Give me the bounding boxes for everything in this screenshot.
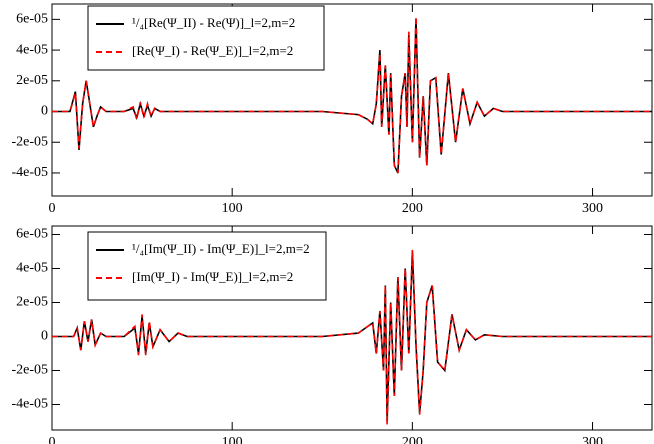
legend-box [87,231,327,301]
plot-frame [51,3,653,197]
series-line [52,16,652,174]
y-tick-label: -4e-05 [11,397,48,412]
plot-frame [51,225,653,431]
legend-text: ¹/₄[Re(Ψ_II) - Re(Ψ)]_l=2,m=2 [132,15,295,30]
x-tick-label: 300 [582,435,603,444]
x-tick-label: 200 [402,435,423,444]
x-tick-label: 300 [582,201,603,216]
x-tick-label: 100 [222,435,243,444]
legend-text: [Im(Ψ_I) - Im(Ψ_E)]_l=2,m=2 [132,269,293,284]
y-tick-label: 0 [41,104,48,119]
x-tick-label: 0 [49,435,56,444]
legend-box [87,5,325,71]
y-tick-label: 4e-05 [16,261,48,276]
y-tick-label: 2e-05 [16,73,48,88]
y-tick-label: 2e-05 [16,295,48,310]
legend-text: ¹/₄[Im(Ψ_II) - Im(Ψ_E)]_l=2,m=2 [132,241,310,256]
y-tick-label: 6e-05 [16,12,48,27]
x-tick-label: 200 [402,201,423,216]
y-tick-label: 6e-05 [16,227,48,242]
x-tick-label: 100 [222,201,243,216]
x-tick-label: 0 [49,201,56,216]
series-line [52,249,652,425]
y-tick-label: 4e-05 [16,42,48,57]
y-tick-label: -2e-05 [11,134,48,149]
legend-text: [Re(Ψ_I) - Re(Ψ_E)]_l=2,m=2 [132,43,293,58]
y-tick-label: -2e-05 [11,363,48,378]
y-tick-label: -4e-05 [11,165,48,180]
y-tick-label: 0 [41,329,48,344]
